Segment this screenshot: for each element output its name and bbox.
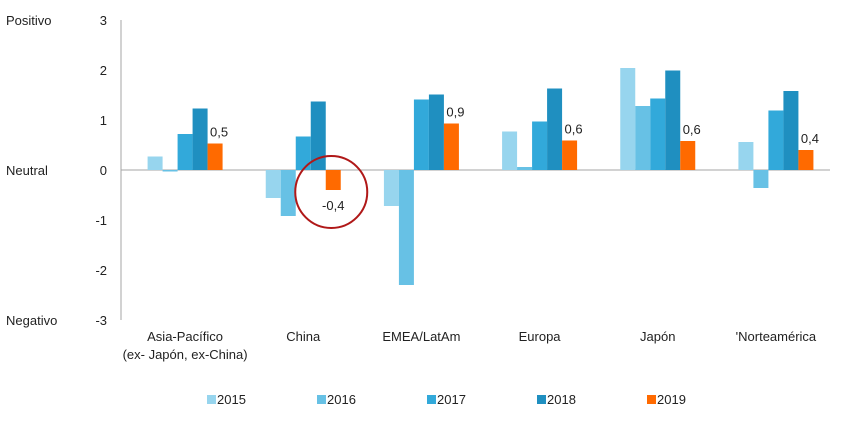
bar-2019 (325, 170, 341, 190)
legend: 2015 2016 2017 2018 2019 (207, 392, 686, 407)
y-tick-label: 2 (100, 63, 107, 78)
data-label: 0,9 (446, 105, 464, 120)
side-label-positive: Positivo (6, 13, 52, 28)
legend-label: 2017 (437, 392, 466, 407)
data-label: 0,4 (801, 131, 819, 146)
legend-label: 2015 (217, 392, 246, 407)
y-tick-label: -3 (95, 313, 107, 328)
x-tick-label: Europa (519, 329, 562, 344)
legend-swatch-2015 (207, 395, 216, 404)
bar-2017 (650, 98, 666, 170)
bar-2017 (413, 99, 429, 170)
bar-2015 (265, 170, 281, 198)
bars-layer (147, 68, 814, 285)
bar-2018 (665, 70, 681, 170)
bar-2018 (192, 108, 208, 170)
side-label-neutral: Neutral (6, 163, 48, 178)
data-label: 0,5 (210, 125, 228, 140)
data-label: -0,4 (322, 198, 344, 213)
bar-2018 (428, 94, 444, 170)
labels-layer: 0,5 Asia-Pacífico (ex- Japón, ex-China) -0,… (123, 105, 819, 363)
bar-2016 (517, 167, 533, 170)
legend-swatch-2016 (317, 395, 326, 404)
legend-label: 2019 (657, 392, 686, 407)
x-tick-label: China (286, 329, 321, 344)
bar-2019 (798, 150, 814, 170)
bar-2015 (383, 170, 399, 206)
legend-swatch-2017 (427, 395, 436, 404)
data-label: 0,6 (565, 122, 583, 137)
x-tick-label: (ex- Japón, ex-China) (123, 347, 248, 362)
y-tick-label: 3 (100, 13, 107, 28)
highlight-circle (294, 155, 369, 229)
x-tick-label: EMEA/LatAm (382, 329, 460, 344)
y-tick-label: -2 (95, 263, 107, 278)
legend-label: 2016 (327, 392, 356, 407)
bar-2018 (783, 91, 799, 170)
bar-2017 (295, 136, 311, 170)
bar-2018 (310, 101, 326, 170)
bar-2015 (147, 156, 163, 170)
bar-2016 (398, 170, 414, 285)
bar-2015 (620, 68, 636, 170)
legend-swatch-2019 (647, 395, 656, 404)
axis-layer: 3 2 1 0 -1 -2 -3 Positivo Neutral Negativo (6, 13, 830, 328)
bar-2019 (443, 123, 459, 170)
bar-2019 (562, 140, 578, 170)
bar-2017 (177, 134, 193, 170)
bar-2018 (547, 88, 563, 170)
y-tick-label: -1 (95, 213, 107, 228)
x-tick-label: Japón (640, 329, 675, 344)
bar-2017 (768, 110, 784, 170)
y-tick-label: 0 (100, 163, 107, 178)
data-label: 0,6 (683, 122, 701, 137)
bar-2016 (753, 170, 769, 188)
legend-swatch-2018 (537, 395, 546, 404)
bar-2016 (280, 170, 296, 216)
bar-2017 (532, 121, 548, 170)
x-tick-label: 'Norteamérica (736, 329, 817, 344)
side-label-negative: Negativo (6, 313, 57, 328)
bar-2016 (162, 170, 178, 172)
bar-2019 (680, 141, 696, 170)
y-tick-label: 1 (100, 113, 107, 128)
legend-label: 2018 (547, 392, 576, 407)
bar-2016 (635, 106, 651, 170)
x-tick-label: Asia-Pacífico (147, 329, 223, 344)
bar-2015 (738, 142, 754, 170)
bar-2015 (502, 131, 518, 170)
bar-2019 (207, 143, 223, 170)
